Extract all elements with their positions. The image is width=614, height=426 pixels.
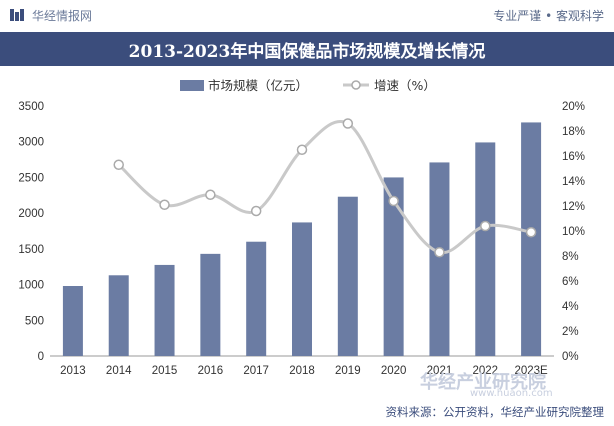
legend-line-label: 增速（%） — [374, 78, 436, 93]
y-right-tick-label: 12% — [562, 201, 585, 213]
chart-area: 0 500 1000 1500 2000 2500 3000 3500 0% 2% 4% 6% 8% 10… — [0, 66, 614, 388]
y-right-tick-label: 18% — [562, 126, 585, 138]
x-tick-label: 2017 — [243, 365, 269, 377]
growth-point-2015 — [159, 199, 170, 210]
tagline: 专业严谨 • 客观科学 — [493, 8, 604, 23]
y-left-tick-label: 3000 — [18, 137, 44, 149]
bar-2022 — [475, 142, 496, 356]
y-left-tick-label: 2500 — [18, 172, 44, 184]
y-right-tick-label: 16% — [562, 151, 585, 163]
x-tick-label: 2020 — [381, 365, 407, 377]
y-right-tick-label: 8% — [562, 251, 579, 263]
x-tick-label: 2014 — [106, 365, 132, 377]
bar-2017 — [246, 241, 267, 356]
x-tick-label: 2023E — [514, 365, 548, 377]
growth-point-2021 — [434, 247, 445, 258]
source-note: 资料来源：公开资料，华经产业研究院整理 — [385, 405, 605, 419]
y-left-tick-label: 3500 — [18, 101, 44, 113]
x-tick-label: 2015 — [152, 365, 178, 377]
growth-point-2022 — [480, 220, 491, 232]
top-bar: 华经情报网 专业严谨 • 客观科学 — [0, 0, 614, 30]
x-tick-label: 2013 — [60, 365, 86, 377]
brand-logo-icon — [10, 9, 24, 21]
y-right-tick-label: 0% — [562, 351, 579, 363]
y-right-tick-label: 20% — [562, 101, 585, 113]
bar-2023E — [521, 122, 542, 356]
y-left-tick-label: 500 — [25, 315, 44, 327]
growth-point-2014 — [113, 159, 124, 170]
y-left-tick-label: 1500 — [18, 244, 44, 256]
chart-svg: 0 500 1000 1500 2000 2500 3000 3500 0% 2% 4% 6% 8% 10… — [18, 78, 585, 377]
chart-title: 2013-2023年中国保健品市场规模及增长情况 — [128, 41, 486, 62]
bar-2021 — [429, 162, 450, 356]
growth-line — [117, 120, 532, 254]
watermark-brand: 华经产业研究院 — [420, 372, 546, 393]
growth-point-2019 — [342, 118, 354, 129]
legend-bar-swatch — [180, 80, 204, 91]
y-left-tick-label: 2000 — [18, 208, 44, 220]
watermark-url: www.huaon.com — [470, 388, 553, 399]
x-tick-label: 2018 — [289, 365, 315, 377]
y-left-tick-label: 0 — [38, 351, 44, 363]
y-left-tick-label: 1000 — [18, 280, 44, 292]
bar-2015 — [154, 264, 175, 356]
bar-2016 — [200, 253, 221, 356]
x-tick-label: 2022 — [472, 365, 498, 377]
bar-2019 — [337, 196, 358, 356]
growth-point-2017 — [250, 205, 262, 217]
growth-point-2016 — [205, 189, 216, 200]
y-right-tick-label: 2% — [562, 326, 579, 338]
x-tick-label: 2021 — [427, 365, 453, 377]
growth-point-2020 — [388, 195, 399, 207]
bar-2020 — [383, 177, 404, 356]
x-tick-label: 2016 — [198, 365, 224, 377]
bar-2014 — [108, 275, 129, 356]
x-tick-label: 2019 — [335, 365, 361, 377]
growth-point-2023E — [525, 227, 537, 238]
y-right-tick-label: 4% — [562, 301, 579, 313]
legend-bar-label: 市场规模（亿元） — [208, 78, 308, 93]
brand-name: 华经情报网 — [32, 8, 93, 23]
legend-line-marker — [351, 80, 361, 90]
y-right-tick-label: 10% — [562, 226, 585, 238]
y-right-tick-label: 14% — [562, 176, 585, 188]
brand: 华经情报网 — [10, 7, 92, 24]
y-right-tick-label: 6% — [562, 276, 579, 288]
bar-2018 — [292, 222, 312, 356]
bar-2013 — [62, 286, 83, 356]
title-bar: 2013-2023年中国保健品市场规模及增长情况 — [0, 32, 614, 66]
growth-point-2018 — [296, 144, 308, 155]
